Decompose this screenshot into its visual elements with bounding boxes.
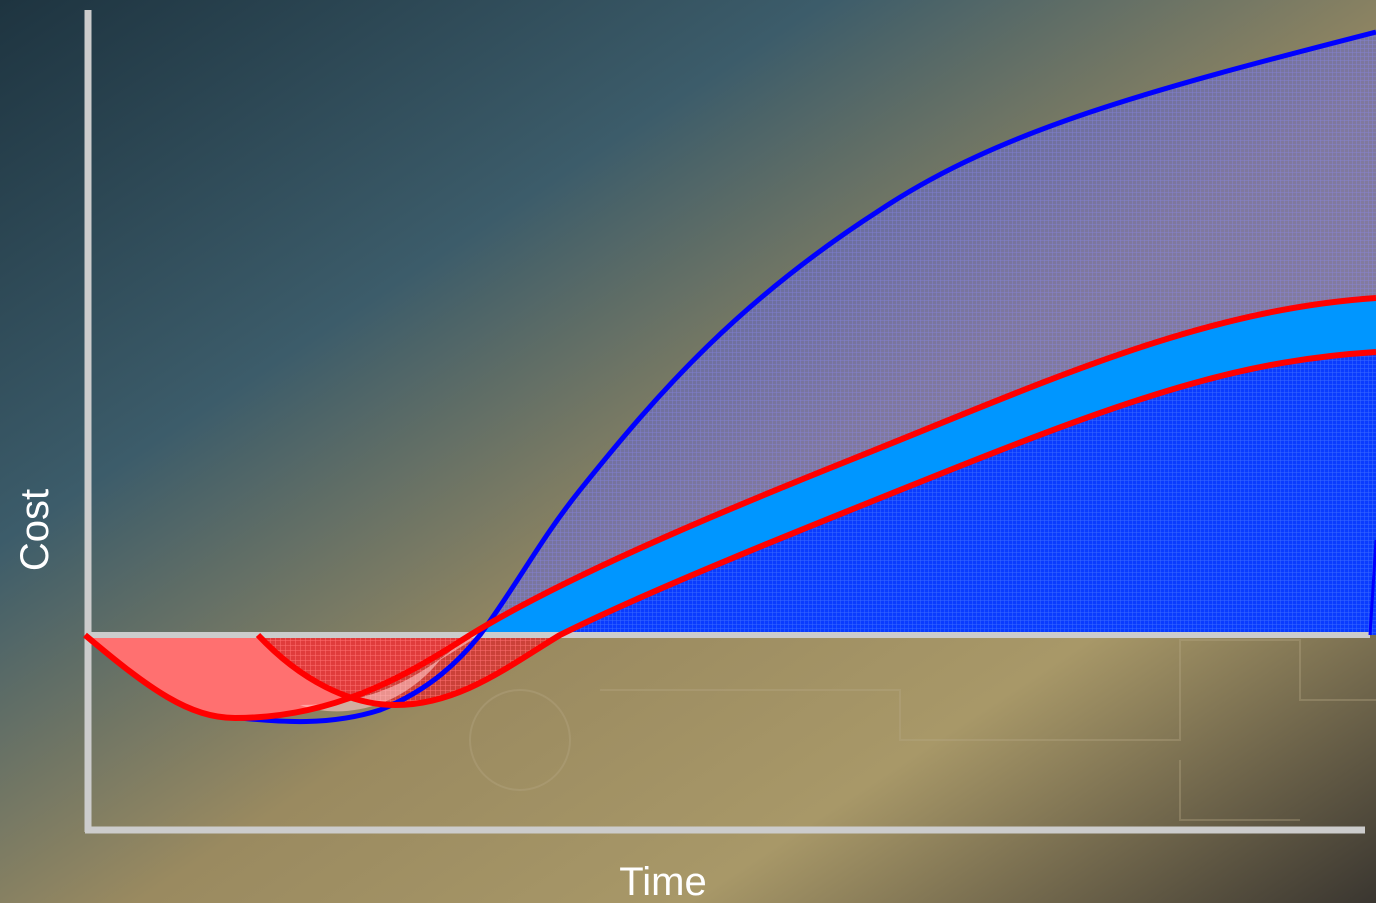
x-axis-label: Time: [619, 860, 706, 903]
diagram: Cost Time: [0, 0, 1376, 903]
y-axis-label: Cost: [13, 489, 57, 571]
